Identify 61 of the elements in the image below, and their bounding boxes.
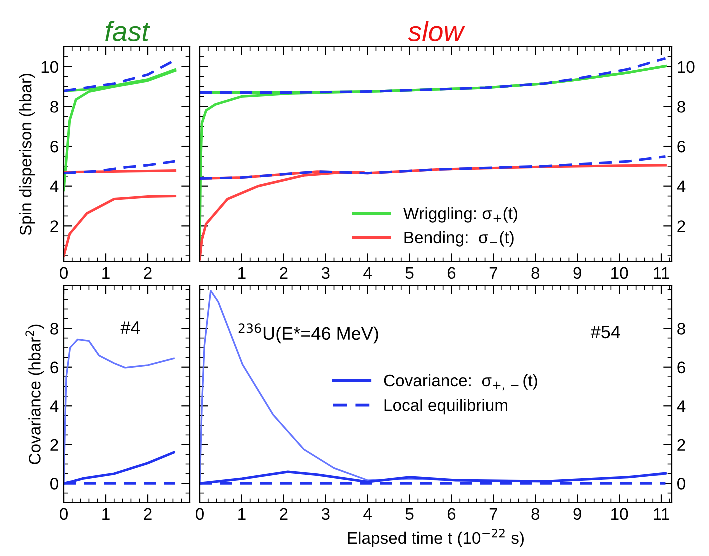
y-tick-label: 6 (678, 362, 686, 374)
y-tick-label: 8 (678, 323, 686, 335)
y-axis-title: Spin disperison (hbar) (20, 74, 36, 236)
x-tick-label: 9 (574, 267, 582, 280)
x-tick-label: 6 (448, 508, 456, 520)
y-tick-label: 10 (678, 61, 695, 74)
y-tick-label: 2 (50, 220, 58, 232)
y-tick-label: 8 (50, 323, 58, 335)
y-axis-title: Covariance (hbar$^{2}$) (26, 324, 44, 464)
y-tick-label: 2 (678, 439, 686, 451)
x-tick-label: 6 (448, 267, 456, 280)
x-tick-label: 2 (144, 508, 152, 520)
x-tick-label: 8 (532, 508, 540, 520)
y-tick-label: 4 (50, 400, 59, 412)
x-tick-label: 1 (238, 508, 246, 520)
x-tick-label: 9 (574, 508, 582, 520)
chart-title: fast (106, 21, 150, 42)
x-tick-label: 8 (532, 267, 540, 280)
x-tick-label: 7 (490, 508, 498, 520)
y-tick-label: 0 (50, 478, 58, 490)
annotation: #4 (120, 322, 140, 334)
x-tick-label: 3 (322, 508, 330, 520)
x-tick-label: 1 (238, 267, 246, 279)
annotation: $^{236}$U(E*=46 MeV) (238, 324, 378, 344)
x-tick-label: 5 (406, 267, 414, 280)
x-tick-label: 11 (654, 267, 670, 279)
y-tick-label: 4 (677, 400, 686, 412)
x-tick-label: 11 (654, 508, 670, 520)
x-tick-label: 10 (612, 267, 628, 280)
x-tick-label: 7 (490, 267, 498, 279)
y-tick-label: 4 (677, 180, 686, 192)
x-tick-label: 0 (60, 267, 68, 280)
x-tick-label: 4 (364, 508, 372, 520)
x-tick-label: 2 (144, 267, 152, 279)
x-axis-title: Elapsed time t (10$^{−22}$ s) (348, 528, 524, 548)
x-tick-label: 10 (612, 508, 628, 520)
x-tick-label: 3 (322, 267, 330, 280)
x-tick-label: 1 (102, 267, 110, 279)
x-tick-label: 4 (364, 267, 372, 279)
x-tick-label: 0 (60, 508, 68, 520)
legend-label: Covariance: σ$_{+,−}$(t) (384, 374, 538, 391)
y-tick-label: 10 (42, 61, 58, 74)
y-tick-label: 8 (678, 101, 686, 113)
legend-label: Wriggling: σ$_{+}$(t) (403, 207, 518, 223)
x-tick-label: 2 (280, 508, 288, 520)
legend-label: Local equilibrium (384, 399, 508, 415)
y-tick-label: 2 (678, 220, 686, 232)
y-tick-label: 6 (50, 362, 58, 374)
x-tick-label: 2 (280, 267, 288, 279)
y-tick-label: 2 (50, 439, 58, 451)
y-tick-label: 6 (678, 140, 686, 153)
y-tick-label: 0 (678, 478, 686, 490)
chart-title: slow (408, 21, 466, 42)
y-tick-label: 4 (50, 180, 59, 192)
legend-label: Bending: σ$_{−}$(t) (404, 231, 514, 247)
x-tick-label: 1 (102, 508, 110, 520)
y-tick-label: 6 (50, 140, 58, 153)
x-tick-label: 5 (406, 508, 414, 520)
annotation: #54 (590, 326, 620, 339)
y-tick-label: 8 (50, 101, 58, 113)
x-tick-label: 0 (196, 508, 204, 520)
